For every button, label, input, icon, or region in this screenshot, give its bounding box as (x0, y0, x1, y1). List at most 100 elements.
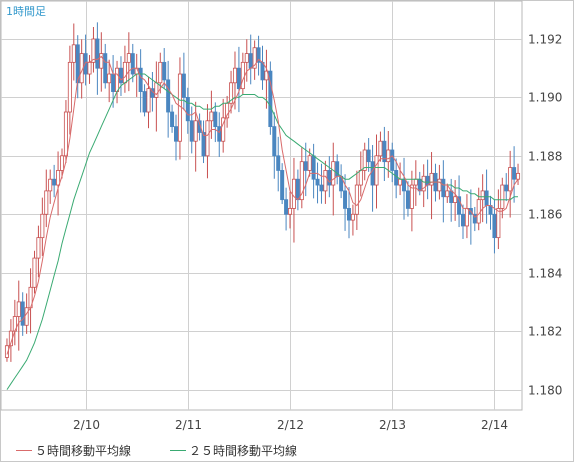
candle-body (421, 175, 426, 192)
candle-body (346, 208, 351, 221)
candle-body (118, 67, 123, 84)
candle-body (284, 199, 289, 215)
candle-body (126, 53, 131, 63)
ma5-line (6, 55, 519, 355)
legend-item-ma25: ２５時間移動平均線 (170, 442, 297, 459)
chart-title: 1時間足 (6, 5, 46, 18)
candle-body (445, 190, 450, 198)
candle-body (504, 184, 509, 192)
candle-body (460, 213, 465, 227)
candle-body (185, 97, 190, 122)
candle-body (319, 184, 324, 192)
candle-body (142, 91, 147, 113)
candle-body (205, 120, 210, 157)
candle-body (162, 61, 167, 81)
candle-body (311, 155, 316, 180)
candle-body (154, 82, 159, 98)
candle-body (350, 213, 355, 221)
legend: ５時間移動平均線 ２５時間移動平均線 (0, 436, 572, 460)
candle-body (378, 140, 383, 157)
candle-body (516, 172, 521, 180)
candle-body (413, 178, 418, 186)
candle-body (213, 111, 218, 128)
candle-body (221, 117, 226, 142)
candle-body (457, 196, 462, 215)
candle-body (472, 213, 477, 224)
candle-body (48, 178, 53, 192)
candle-body (158, 61, 163, 84)
legend-label-ma25: ２５時間移動平均線 (189, 444, 298, 458)
candle-body (44, 190, 49, 215)
candle-body (394, 170, 399, 186)
candle-body (71, 44, 76, 63)
candle-body (63, 111, 68, 157)
candle-body (99, 53, 104, 69)
candle-body (429, 172, 434, 186)
candle-body (256, 47, 261, 63)
candle-body (409, 184, 414, 209)
candle-body (288, 208, 293, 215)
legend-swatch-ma25 (170, 450, 186, 451)
candle-body (417, 178, 422, 192)
candle-body (236, 67, 241, 90)
candle-body (390, 149, 395, 171)
candle-body (91, 38, 96, 63)
candle-body (138, 67, 143, 92)
candle-body (36, 237, 41, 259)
candle-body (122, 61, 127, 84)
x-tick-label: 2/10 (73, 418, 100, 432)
candle-body (307, 155, 312, 171)
legend-item-ma5: ５時間移動平均線 (16, 442, 131, 459)
candle-body (260, 61, 265, 81)
candle-body (193, 120, 198, 142)
candle-body (87, 61, 92, 75)
candle-body (60, 155, 65, 171)
y-tick-label: 1.188 (528, 150, 562, 164)
candle-body (20, 301, 25, 326)
candle-body (32, 257, 37, 288)
candle-body (449, 190, 454, 203)
candle-body (268, 70, 273, 128)
candle-body (189, 120, 194, 142)
candle-body (303, 161, 308, 171)
candle-body (244, 53, 249, 63)
candle-body (402, 178, 407, 192)
candle-body (476, 199, 481, 224)
candle-body (295, 178, 300, 201)
candle-body (280, 170, 285, 201)
candle-body (229, 82, 234, 104)
candle-body (103, 53, 108, 84)
candle-body (480, 190, 485, 201)
candle-body (209, 111, 214, 122)
candle-body (343, 190, 348, 209)
x-tick-label: 2/13 (379, 418, 406, 432)
candle-body (40, 213, 45, 239)
candle-body (174, 126, 179, 142)
candle-body (107, 73, 112, 84)
y-tick-label: 1.186 (528, 208, 562, 222)
candle-body (181, 73, 186, 98)
candle-body (95, 38, 100, 69)
candle-body (323, 170, 328, 192)
candle-body (115, 67, 120, 92)
candle-body (83, 53, 88, 75)
candle-body (170, 111, 175, 128)
candle-body (111, 73, 116, 92)
candle-body (405, 190, 410, 209)
x-tick-label: 2/12 (277, 418, 304, 432)
candle-body (4, 345, 9, 358)
candle-body (366, 149, 371, 163)
candle-body (16, 301, 21, 317)
candle-body (232, 67, 237, 84)
candle-body (315, 178, 320, 186)
candle-body (484, 190, 489, 206)
candle-body (217, 126, 222, 142)
candle-body (201, 132, 206, 157)
candle-body (299, 161, 304, 201)
candle-body (197, 120, 202, 133)
candle-body (382, 140, 387, 163)
candle-body (24, 307, 29, 326)
candle-body (358, 170, 363, 186)
candle-body (248, 53, 253, 69)
